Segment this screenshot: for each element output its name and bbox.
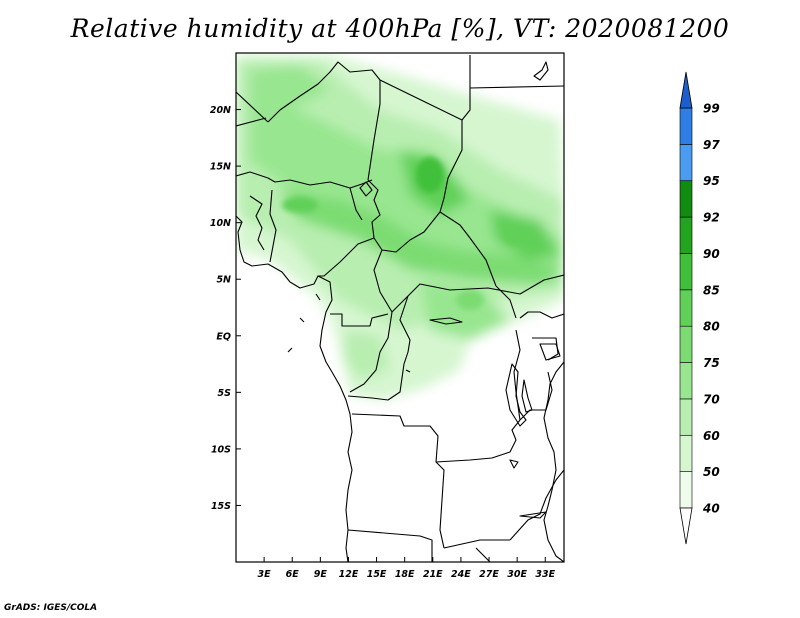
colorbar-box [679, 434, 693, 472]
colorbar-box [679, 216, 693, 254]
colorbar-label: 99 [703, 102, 720, 116]
y-tick-label: 20N [210, 105, 231, 116]
colorbar: 40 50 60 70 75 80 85 90 92 95 97 99 [679, 71, 720, 545]
plot-frame [235, 52, 565, 563]
x-tick-label: 24E [451, 569, 471, 580]
colorbar-box [679, 362, 693, 400]
y-tick-label: 15S [211, 501, 231, 512]
colorbar-min-triangle [679, 507, 693, 545]
x-tick-label: 30E [507, 569, 527, 580]
colorbar-max-triangle [679, 71, 693, 109]
colorbar-label: 95 [703, 174, 720, 188]
x-tick-label: 33E [535, 569, 555, 580]
colorbar-box [679, 107, 693, 145]
colorbar-box [679, 471, 693, 509]
colorbar-label: 90 [703, 247, 720, 261]
x-tick-label: 6E [286, 569, 300, 580]
y-tick-label: 10N [210, 218, 231, 229]
y-axis: 20N 15N 10N 5N EQ 5S 10S 15S [210, 105, 241, 512]
y-tick-label: 5S [218, 388, 232, 399]
colorbar-label: 92 [703, 211, 720, 225]
x-axis: 3E 6E 9E 12E 15E 18E 21E 24E 27E 30E 33E [258, 557, 556, 580]
chart-title: Relative humidity at 400hPa [%], VT: 202… [70, 14, 730, 43]
y-tick-label: 15N [210, 162, 231, 173]
colorbar-label: 80 [703, 320, 720, 334]
colorbar-box [679, 289, 693, 327]
colorbar-box [679, 253, 693, 291]
grads-credit: GrADS: IGES/COLA [4, 603, 98, 613]
humidity-field [236, 53, 564, 562]
colorbar-box [679, 180, 693, 218]
x-tick-label: 15E [367, 569, 387, 580]
colorbar-box [679, 144, 693, 182]
colorbar-label: 70 [703, 392, 720, 406]
x-tick-label: 12E [339, 569, 359, 580]
colorbar-label: 85 [703, 283, 720, 297]
y-tick-label: EQ [216, 331, 231, 342]
x-tick-label: 9E [314, 569, 328, 580]
colorbar-box [679, 398, 693, 436]
colorbar-label: 75 [703, 356, 720, 370]
x-tick-label: 3E [258, 569, 272, 580]
colorbar-label: 50 [703, 465, 720, 479]
colorbar-label: 97 [703, 138, 720, 152]
x-tick-label: 27E [479, 569, 499, 580]
y-tick-label: 5N [216, 275, 231, 286]
x-tick-label: 21E [423, 569, 443, 580]
y-tick-label: 10S [211, 444, 231, 455]
colorbar-label: 40 [702, 502, 720, 516]
x-tick-label: 18E [395, 569, 415, 580]
country-borders [236, 55, 564, 562]
colorbar-label: 60 [703, 429, 720, 443]
colorbar-box [679, 325, 693, 363]
